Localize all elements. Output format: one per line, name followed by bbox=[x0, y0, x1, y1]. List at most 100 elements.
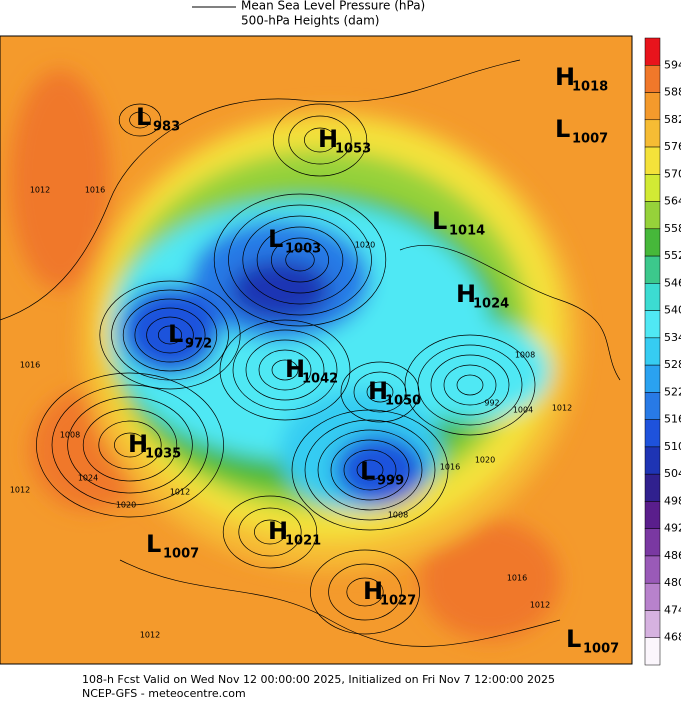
colorbar-box bbox=[644, 392, 661, 420]
isobar-label: 1012 bbox=[552, 404, 572, 413]
isobar-label: 1012 bbox=[30, 186, 50, 195]
colorbar: 594 588 582 576 570 564 558 552 546 540 534 528 522 5… bbox=[644, 37, 681, 666]
colorbar-label: 576 bbox=[664, 140, 681, 153]
isobar bbox=[343, 449, 397, 491]
colorbar-box bbox=[644, 283, 661, 311]
isobar bbox=[304, 419, 436, 521]
isobar bbox=[256, 226, 344, 294]
center-value: 1024 bbox=[473, 297, 509, 312]
center-letter: L bbox=[432, 207, 447, 235]
center-value: 1050 bbox=[385, 394, 421, 409]
isobar bbox=[330, 439, 410, 501]
footer-line: NCEP-GFS - meteocentre.com bbox=[82, 687, 246, 700]
colorbar-box bbox=[644, 65, 661, 93]
center-value: 1007 bbox=[583, 642, 619, 657]
isobar-label: 1020 bbox=[355, 241, 375, 250]
center-letter: H bbox=[456, 280, 476, 308]
colorbar-box bbox=[644, 37, 661, 66]
center-letter: L bbox=[136, 103, 151, 131]
center-letter: H bbox=[368, 377, 388, 405]
center-value: 972 bbox=[185, 337, 212, 352]
colorbar-box bbox=[644, 255, 661, 284]
isobar bbox=[291, 409, 449, 531]
isobar bbox=[430, 354, 510, 416]
center-letter: H bbox=[318, 125, 338, 153]
isobar bbox=[258, 349, 312, 391]
isobar bbox=[98, 420, 162, 470]
isobar bbox=[304, 127, 336, 153]
center-letter: L bbox=[146, 530, 161, 558]
isobar bbox=[245, 339, 325, 401]
isobar bbox=[219, 319, 351, 421]
colorbar-box bbox=[644, 146, 661, 175]
isobar bbox=[146, 316, 194, 354]
isobar bbox=[157, 325, 183, 345]
isobar bbox=[213, 193, 387, 327]
colorbar-box bbox=[644, 446, 661, 475]
colorbar-box bbox=[644, 92, 661, 121]
isobar bbox=[238, 507, 302, 557]
center-letter: L bbox=[555, 115, 570, 143]
isobar bbox=[114, 432, 146, 458]
isobar bbox=[254, 519, 286, 545]
isobar bbox=[271, 237, 329, 283]
isobar bbox=[129, 111, 151, 129]
isobar-label: 1008 bbox=[515, 351, 535, 360]
colorbar-label: 474 bbox=[664, 603, 681, 616]
height-field bbox=[10, 70, 580, 640]
isobar bbox=[99, 280, 241, 390]
colorbar-label: 534 bbox=[664, 331, 681, 344]
colorbar-box bbox=[644, 610, 661, 638]
colorbar-box bbox=[644, 473, 661, 502]
center-value: 1035 bbox=[145, 447, 181, 462]
center-letter: H bbox=[363, 577, 383, 605]
header-line: 500-hPa Heights (dam) bbox=[241, 14, 379, 28]
center-letter: L bbox=[168, 320, 183, 348]
isobar-label: 1016 bbox=[440, 463, 460, 472]
center-value: 1053 bbox=[335, 142, 371, 157]
isobar bbox=[272, 103, 368, 177]
isobar-label: 1012 bbox=[10, 486, 30, 495]
isobar bbox=[122, 298, 218, 372]
colorbar-label: 492 bbox=[664, 522, 681, 535]
colorbar-box bbox=[644, 419, 661, 448]
colorbar-label: 564 bbox=[664, 195, 681, 208]
map-area: 1012 1016 1012 1008 1024 1020 1012 1016 1020 1008… bbox=[0, 36, 632, 664]
header-line: Mean Sea Level Pressure (hPa) bbox=[241, 0, 425, 13]
colorbar-label: 594 bbox=[664, 58, 681, 71]
isobar bbox=[285, 248, 315, 272]
isobar bbox=[82, 408, 178, 482]
isobar-label: 1016 bbox=[20, 361, 40, 370]
isobar bbox=[366, 381, 394, 403]
footer-line: 108-h Fcst Valid on Wed Nov 12 00:00:00 … bbox=[82, 673, 555, 686]
isobar bbox=[36, 372, 224, 518]
colorbar-label: 504 bbox=[664, 467, 681, 480]
colorbar-label: 510 bbox=[664, 440, 681, 453]
center-letter: H bbox=[268, 517, 288, 545]
colorbar-box bbox=[644, 228, 661, 257]
center-value: 999 bbox=[377, 474, 404, 489]
colorbar-box bbox=[644, 174, 661, 202]
isobar bbox=[443, 364, 497, 406]
colorbar-box bbox=[644, 555, 661, 584]
center-letter: H bbox=[555, 63, 575, 91]
colorbar-box bbox=[644, 201, 661, 230]
colorbar-label: 582 bbox=[664, 113, 681, 126]
colorbar-label: 480 bbox=[664, 576, 681, 589]
isobar bbox=[51, 384, 209, 506]
isobar-label: 1020 bbox=[475, 456, 495, 465]
isobar-label: 1008 bbox=[60, 431, 80, 440]
center-value: 1003 bbox=[285, 242, 321, 257]
isobar-label: 1012 bbox=[140, 631, 160, 640]
isobar bbox=[288, 115, 352, 165]
colorbar-label: 546 bbox=[664, 276, 681, 289]
isobar-label: 1016 bbox=[507, 574, 527, 583]
center-value: 1027 bbox=[380, 594, 416, 609]
isobar bbox=[310, 549, 420, 635]
isobar-label: 1020 bbox=[116, 501, 136, 510]
center-letter: H bbox=[128, 430, 148, 458]
colorbar-label: 558 bbox=[664, 222, 681, 235]
colorbar-box bbox=[644, 337, 661, 366]
colorbar-label: 522 bbox=[664, 385, 681, 398]
